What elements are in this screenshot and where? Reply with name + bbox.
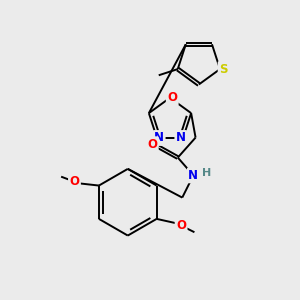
Text: H: H [202,168,211,178]
Text: N: N [188,169,198,182]
Text: N: N [154,131,164,145]
Text: O: O [167,91,177,104]
Text: S: S [219,63,228,76]
Text: O: O [70,175,80,188]
Text: O: O [176,219,186,232]
Text: N: N [176,131,186,145]
Text: O: O [147,138,157,151]
